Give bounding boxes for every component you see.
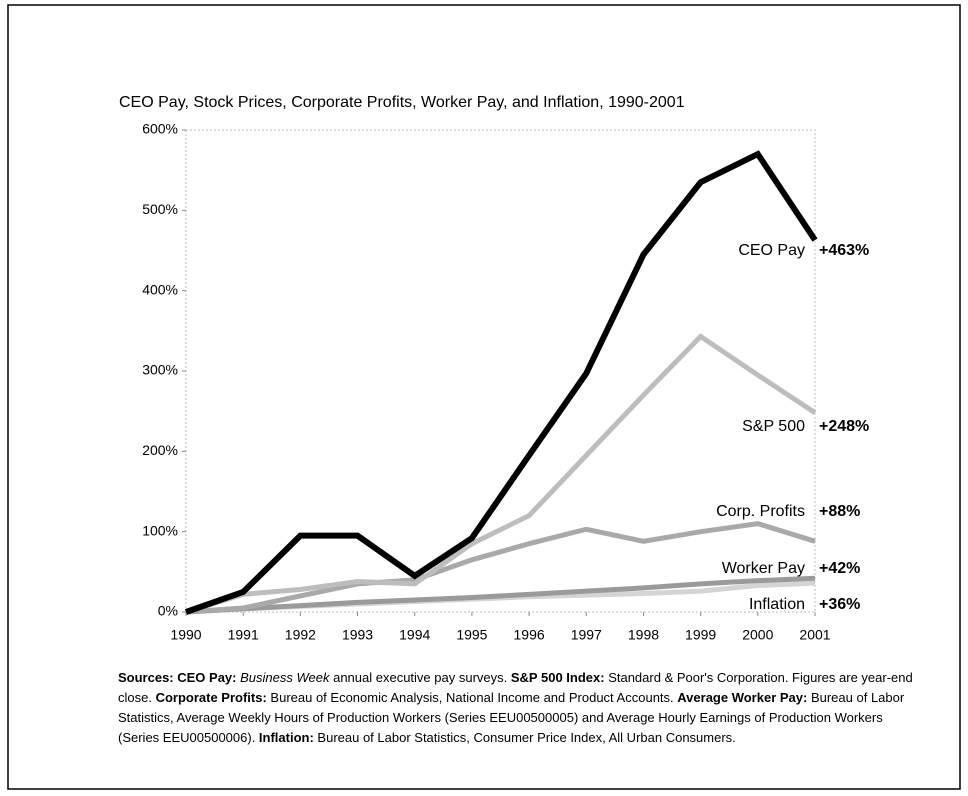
note-text: Business Week [240,670,330,685]
y-tick-label: 600% [142,121,178,137]
x-tick-label: 1996 [514,627,545,643]
x-tick-label: 1994 [399,627,430,643]
frame [7,4,961,790]
series-line [185,150,818,615]
x-tick-label: 2001 [799,627,830,643]
series-line [185,521,816,615]
note-text: Sources: CEO Pay: [118,670,237,685]
series-label: Worker Pay [722,560,805,577]
x-tick-label: 1992 [285,627,316,643]
series-label: S&P 500 [742,418,805,435]
y-tick-label: 200% [142,442,178,458]
note-text: Standard & Poor's Corporation. Figures a… [118,670,913,705]
note-text: annual executive pay surveys. [329,670,511,685]
note-text: Inflation: [258,730,314,745]
chart-title: CEO Pay, Stock Prices, Corporate Profits… [119,94,685,111]
x-tick-label: 1995 [456,627,487,643]
plot-border [185,129,816,613]
y-tick-label: 100% [142,522,178,538]
note-text: Bureau of Labor Statistics, Consumer Pri… [313,730,736,745]
y-tick-label: 0% [158,603,178,619]
note-text: Bureau of Labor Statistics, Average Week… [118,690,905,745]
x-tick-label: 1999 [685,627,716,643]
y-tick-label: 300% [142,362,178,378]
note-text: S&P 500 Index: [510,670,605,685]
sources-note: Sources: CEO Pay: Business Week annual e… [118,668,918,748]
note-text: Bureau of Economic Analysis, National In… [266,690,678,705]
x-tick-label: 1997 [571,627,602,643]
x-tick-label: 1998 [628,627,659,643]
series-end-label: +42% [819,560,860,577]
series-label: CEO Pay [738,242,805,259]
series-end-label: +36% [819,596,860,613]
series-line [185,575,816,615]
series-end-label: +88% [819,503,860,520]
x-tick-label: 1991 [228,627,259,643]
y-tick-label: 500% [142,201,178,217]
series-line [185,333,817,615]
note-text: Average Worker Pay: [677,690,808,705]
series-end-label: +463% [819,242,869,259]
y-tick-label: 400% [142,281,178,297]
x-tick-label: 2000 [742,627,773,643]
note-text: Corporate Profits: [155,690,267,705]
x-tick-label: 1993 [342,627,373,643]
series-label: Corp. Profits [716,503,805,520]
series-end-label: +248% [819,418,869,435]
series-label: Inflation [749,596,805,613]
x-tick-label: 1990 [170,627,201,643]
